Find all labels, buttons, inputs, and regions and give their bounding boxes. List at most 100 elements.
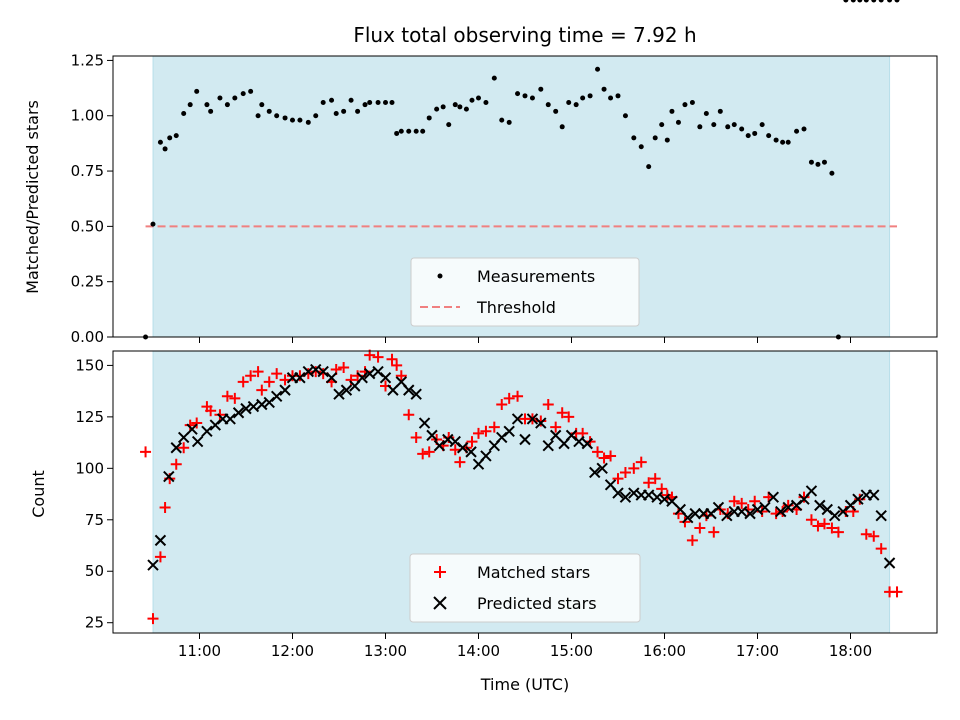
bottom-ylabel: Count bbox=[29, 470, 48, 518]
measurement-point bbox=[313, 113, 319, 119]
predicted-star-marker bbox=[232, 407, 245, 419]
predicted-star-marker bbox=[503, 425, 515, 437]
measurement-point bbox=[406, 128, 412, 134]
measurement-point bbox=[420, 128, 426, 134]
matched-star-marker bbox=[154, 551, 166, 563]
bottom-ytick-label: 100 bbox=[75, 459, 104, 477]
predicted-star-marker bbox=[814, 499, 826, 512]
predicted-star-marker bbox=[379, 372, 392, 384]
matched-star-marker bbox=[372, 351, 384, 363]
measurement-point bbox=[157, 139, 163, 145]
matched-star-marker bbox=[860, 528, 872, 540]
top-ytick-label: 0.25 bbox=[71, 273, 104, 291]
bottom-xtick-label: 15:00 bbox=[550, 642, 593, 660]
bottom-xtick-label: 14:00 bbox=[457, 642, 500, 660]
predicted-star-marker bbox=[147, 559, 159, 571]
matched-star-marker bbox=[229, 392, 241, 404]
predicted-star-marker bbox=[279, 384, 291, 396]
measurement-point bbox=[204, 102, 210, 108]
bottom-ytick-label: 50 bbox=[85, 562, 104, 580]
measurement-point bbox=[475, 95, 481, 101]
top-ytick-label: 1.25 bbox=[71, 51, 104, 69]
matched-star-marker bbox=[612, 473, 624, 485]
measurement-point bbox=[711, 122, 717, 128]
measurement-point bbox=[348, 97, 354, 103]
predicted-star-marker bbox=[325, 372, 338, 384]
predicted-star-marker bbox=[154, 534, 167, 547]
measurement-point bbox=[282, 115, 288, 121]
measurement-point bbox=[529, 95, 535, 101]
measurement-point bbox=[863, 0, 869, 3]
predicted-star-marker bbox=[519, 433, 531, 446]
measurement-point bbox=[382, 99, 388, 105]
predicted-star-marker bbox=[163, 470, 175, 483]
matched-star-marker bbox=[454, 456, 466, 468]
matched-star-marker bbox=[263, 376, 275, 388]
measurement-point bbox=[780, 139, 786, 145]
measurement-point bbox=[703, 111, 709, 117]
matched-star-marker bbox=[423, 446, 435, 458]
predicted-star-marker bbox=[612, 487, 624, 499]
measurement-point bbox=[843, 0, 849, 3]
matched-star-marker bbox=[147, 613, 159, 625]
matched-star-marker bbox=[782, 499, 794, 511]
matched-star-marker bbox=[686, 534, 698, 546]
measurement-point bbox=[232, 95, 238, 101]
bottom-ytick-label: 25 bbox=[85, 614, 104, 632]
predicted-star-marker bbox=[596, 462, 608, 475]
top-legend-box bbox=[410, 257, 640, 327]
matched-star-marker bbox=[826, 522, 838, 534]
top-ytick-label: 0.75 bbox=[71, 162, 104, 180]
matched-star-marker bbox=[271, 368, 283, 380]
matched-star-marker bbox=[472, 427, 484, 439]
bottom-panel: 25 50 75 100 125 150 11:00 12:00 13:00 14:00 15:0… bbox=[29, 349, 938, 694]
matched-star-marker bbox=[694, 522, 706, 534]
measurement-point bbox=[553, 108, 559, 114]
predicted-star-marker bbox=[883, 557, 896, 569]
matched-star-marker bbox=[403, 409, 415, 421]
measurement-point bbox=[739, 126, 745, 132]
predicted-star-marker bbox=[418, 417, 431, 429]
top-ytick-label: 0.50 bbox=[71, 217, 104, 235]
matched-star-marker bbox=[777, 506, 789, 518]
matched-star-marker bbox=[805, 514, 817, 526]
top-ylabel: Matched/Predicted stars bbox=[23, 100, 42, 294]
matched-star-marker bbox=[592, 446, 604, 458]
measurement-point bbox=[857, 0, 863, 3]
measurement-point bbox=[240, 91, 246, 97]
matched-star-marker bbox=[410, 431, 422, 443]
measurement-point bbox=[248, 88, 254, 94]
top-ytick-label: 1.00 bbox=[71, 107, 104, 125]
measurement-point bbox=[446, 122, 452, 128]
measurement-point bbox=[173, 133, 179, 139]
predicted-star-marker bbox=[642, 489, 655, 501]
top-ytick-label: 0.00 bbox=[71, 328, 104, 346]
measurement-point bbox=[689, 99, 695, 105]
measurement-point bbox=[434, 106, 440, 112]
predicted-star-marker bbox=[782, 501, 794, 514]
measurement-point bbox=[506, 119, 512, 125]
measurement-point bbox=[669, 108, 675, 114]
measurement-point bbox=[821, 159, 827, 165]
measurement-point bbox=[483, 99, 489, 105]
measurement-point bbox=[394, 130, 400, 136]
measurement-point bbox=[375, 99, 381, 105]
measurement-point bbox=[426, 115, 432, 121]
predicted-star-marker bbox=[456, 442, 469, 454]
measurement-point bbox=[413, 128, 419, 134]
measurement-point bbox=[638, 144, 644, 150]
measurement-point bbox=[305, 119, 311, 125]
matched-star-marker bbox=[159, 501, 171, 513]
bottom-xtick-label: 18:00 bbox=[829, 642, 872, 660]
measurement-point bbox=[894, 0, 900, 3]
predicted-star-marker bbox=[682, 512, 694, 524]
measurement-point bbox=[440, 104, 446, 110]
matched-star-marker bbox=[818, 518, 830, 530]
measurement-point bbox=[766, 133, 772, 139]
matched-star-marker bbox=[550, 421, 562, 433]
matched-star-marker bbox=[868, 530, 880, 542]
bottom-xtick-label: 16:00 bbox=[643, 642, 686, 660]
matched-star-marker bbox=[237, 376, 249, 388]
measurement-point bbox=[162, 146, 168, 152]
